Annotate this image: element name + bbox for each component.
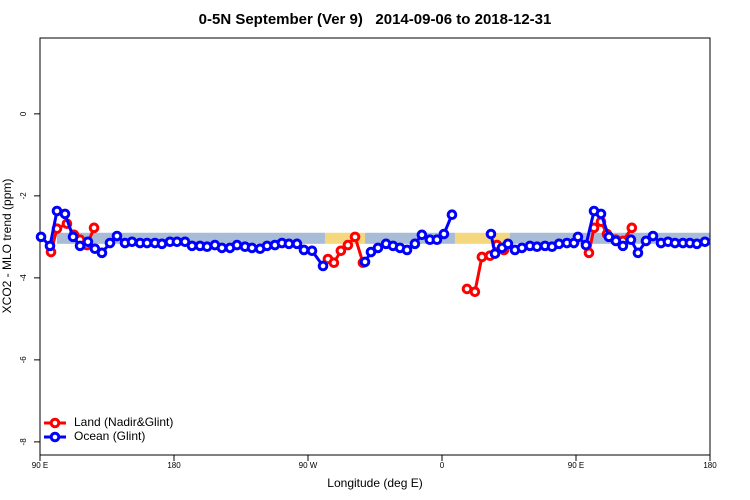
point <box>625 234 637 246</box>
point <box>431 234 443 246</box>
legend-label: Land (Nadir&Glint) <box>74 415 173 429</box>
point <box>595 208 607 220</box>
y-axis-label: XCO2 - MLO trend (ppm) <box>0 179 14 314</box>
x-tick-label: 90 W <box>299 461 318 470</box>
plot-frame <box>39 37 711 456</box>
x-tick-label: 90 E <box>32 461 48 470</box>
band <box>365 232 455 244</box>
point <box>516 242 528 254</box>
point <box>186 240 198 252</box>
point <box>35 231 47 243</box>
y-tick-label: -4 <box>19 274 28 282</box>
x-tick-label: 180 <box>703 461 717 470</box>
point <box>104 237 116 249</box>
point <box>401 244 413 256</box>
point <box>469 286 481 298</box>
point <box>201 241 213 253</box>
band <box>56 232 325 244</box>
point <box>96 247 108 259</box>
x-tick-label: 90 E <box>568 461 584 470</box>
point <box>359 256 371 268</box>
point <box>438 228 450 240</box>
point <box>342 239 354 251</box>
point <box>409 238 421 250</box>
point <box>74 240 86 252</box>
point <box>617 240 629 252</box>
point <box>580 239 592 251</box>
point <box>317 260 329 272</box>
point <box>335 245 347 257</box>
legend-marker <box>49 417 61 429</box>
point <box>328 257 340 268</box>
x-tick-label: 180 <box>167 461 181 470</box>
point <box>246 242 258 254</box>
x-tick-label: 0 <box>440 461 445 470</box>
point <box>647 230 659 242</box>
point <box>416 229 428 241</box>
point <box>51 205 63 217</box>
legend-marker <box>49 431 61 443</box>
point <box>283 238 295 250</box>
chart-title: 0-5N September (Ver 9) 2014-09-06 to 201… <box>199 11 552 28</box>
band <box>324 232 366 244</box>
point <box>572 231 584 243</box>
point <box>126 236 138 248</box>
point <box>691 238 703 250</box>
point <box>476 251 488 263</box>
point <box>489 248 501 259</box>
point <box>446 209 458 221</box>
y-tick-label: 0 <box>19 111 28 116</box>
legend-label: Ocean (Glint) <box>74 429 145 443</box>
point <box>626 222 638 234</box>
series-line <box>49 219 634 294</box>
point <box>610 235 622 247</box>
point <box>699 236 711 248</box>
point <box>485 228 497 240</box>
point <box>640 235 652 247</box>
point <box>502 238 514 250</box>
point <box>171 236 183 248</box>
band <box>454 232 510 244</box>
y-tick-label: -6 <box>19 356 28 364</box>
point <box>349 231 361 243</box>
point <box>44 240 56 252</box>
point <box>67 231 79 243</box>
point <box>231 239 243 251</box>
point <box>298 244 310 256</box>
point <box>156 238 168 250</box>
point <box>291 238 303 250</box>
point <box>632 247 644 259</box>
point <box>216 242 228 254</box>
x-axis-label: Longitude (deg E) <box>327 476 422 490</box>
point <box>88 222 100 234</box>
point <box>59 208 71 220</box>
point <box>306 245 318 257</box>
point <box>531 241 543 253</box>
y-tick-label: -2 <box>19 192 28 200</box>
point <box>111 230 123 242</box>
y-tick-label: -8 <box>19 438 28 446</box>
point <box>372 242 384 254</box>
point <box>82 236 94 248</box>
